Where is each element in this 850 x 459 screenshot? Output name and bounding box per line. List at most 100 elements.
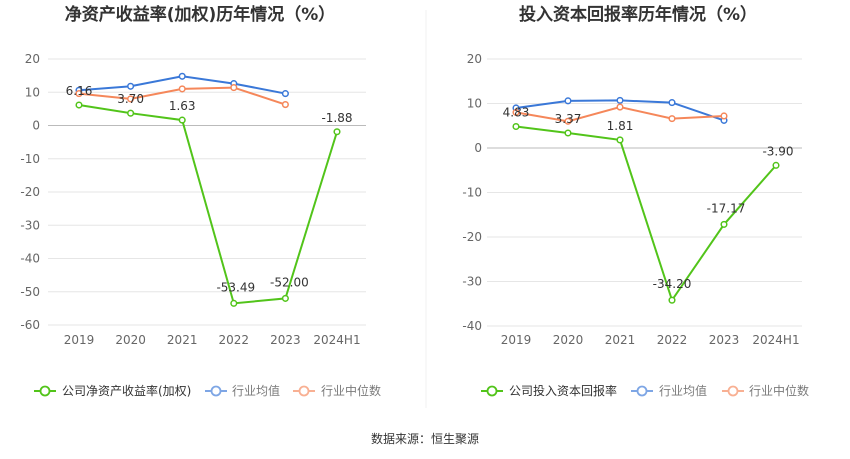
legend-item[interactable]: 行业均值 <box>631 383 707 398</box>
data-point <box>668 99 676 107</box>
legend-item[interactable]: 行业中位数 <box>722 383 809 398</box>
data-point <box>616 103 624 111</box>
y-tick-label: 10 <box>467 97 482 111</box>
y-tick-label: 0 <box>474 141 482 155</box>
data-label: 6.16 <box>66 84 93 98</box>
legend-item[interactable]: 行业中位数 <box>293 383 381 398</box>
data-point <box>230 84 238 92</box>
x-tick-label: 2021 <box>605 333 636 347</box>
plot-area <box>512 96 780 304</box>
data-point <box>668 115 676 123</box>
data-label: -52.00 <box>270 275 309 289</box>
data-label: -34.20 <box>653 277 692 291</box>
y-tick-label: -40 <box>462 319 482 333</box>
data-label: 4.83 <box>503 106 530 120</box>
data-label: 3.70 <box>117 92 144 106</box>
data-point <box>564 117 572 125</box>
data-point <box>668 296 676 304</box>
legend-label: 公司净资产收益率(加权) <box>62 383 191 398</box>
y-tick-label: -30 <box>20 218 40 232</box>
chart-title: 净资产收益率(加权)历年情况（%） <box>65 4 336 25</box>
legend-label: 行业中位数 <box>321 383 381 398</box>
data-label: -17.17 <box>707 201 746 215</box>
chart-roic: 投入资本回报率历年情况（%） 20 10 0 -10 -20 -30 -40 2019 202… <box>462 4 809 398</box>
series-line <box>78 104 338 305</box>
data-point <box>127 95 135 103</box>
data-point <box>772 161 780 169</box>
x-tick-label: 2021 <box>167 333 198 347</box>
data-point <box>333 128 341 136</box>
data-point <box>512 122 520 131</box>
data-labels: 4.83 3.37 1.81 -34.20 -17.17 -3.90 <box>503 106 794 292</box>
legend-marker <box>727 385 739 397</box>
data-point <box>75 90 83 98</box>
x-axis: 2019 2020 2021 2022 2023 2024H1 <box>64 333 361 347</box>
data-point <box>281 294 289 302</box>
data-point <box>564 97 572 105</box>
data-point <box>127 109 135 117</box>
data-label: 1.63 <box>169 99 196 113</box>
y-axis: 20 10 0 -10 -20 -30 -40 <box>462 52 482 333</box>
legend-item[interactable]: 公司投入资本回报率 <box>481 383 617 398</box>
data-point <box>178 116 186 124</box>
x-tick-label: 2020 <box>115 333 146 347</box>
y-tick-label: 0 <box>32 119 40 133</box>
data-point <box>512 108 520 116</box>
x-tick-label: 2019 <box>501 333 532 347</box>
chart-title: 投入资本回报率历年情况（%） <box>519 4 757 25</box>
data-point <box>720 112 728 120</box>
data-point <box>75 101 83 109</box>
legend-item[interactable]: 行业均值 <box>205 383 280 398</box>
data-point <box>281 90 289 98</box>
x-tick-label: 2024H1 <box>313 333 360 347</box>
data-point <box>178 85 186 93</box>
legend-marker <box>210 385 222 397</box>
data-label: -53.49 <box>216 280 255 294</box>
x-tick-label: 2019 <box>64 333 95 347</box>
legend-marker <box>636 385 648 397</box>
y-axis: 20 10 0 -10 -20 -30 -40 -50 -60 <box>20 52 40 332</box>
y-tick-label: -10 <box>462 186 482 200</box>
legend-label: 行业均值 <box>659 383 707 398</box>
y-tick-label: 20 <box>25 52 40 66</box>
x-tick-label: 2023 <box>270 333 301 347</box>
data-point <box>720 220 728 228</box>
source-note: 数据来源：恒生聚源 <box>371 431 479 446</box>
legend-marker <box>39 385 51 397</box>
x-tick-label: 2024H1 <box>752 333 799 347</box>
y-tick-label: -40 <box>20 252 40 266</box>
legend: 公司投入资本回报率 行业均值 行业中位数 <box>481 383 809 398</box>
data-point <box>178 72 186 80</box>
y-tick-label: -60 <box>20 318 40 332</box>
data-label: 3.37 <box>555 112 582 126</box>
y-tick-label: -30 <box>462 275 482 289</box>
legend-marker <box>486 385 498 397</box>
chart-roe: 净资产收益率(加权)历年情况（%） 20 10 0 -10 -20 -30 -40 -50 -6… <box>20 4 381 398</box>
x-axis: 2019 2020 2021 2022 2023 2024H1 <box>501 333 800 347</box>
legend-label: 公司投入资本回报率 <box>509 383 617 398</box>
data-labels: 6.16 3.70 1.63 -53.49 -52.00 -1.88 <box>66 84 353 294</box>
data-point <box>564 129 572 137</box>
plot-area <box>75 72 341 307</box>
data-point <box>616 136 624 144</box>
data-point <box>616 96 624 104</box>
grid <box>487 58 802 327</box>
grid <box>48 58 366 326</box>
y-tick-label: -10 <box>20 152 40 166</box>
legend: 公司净资产收益率(加权) 行业均值 行业中位数 <box>34 383 381 398</box>
data-label: 1.81 <box>607 119 634 133</box>
y-tick-label: 10 <box>25 85 40 99</box>
y-tick-label: -20 <box>20 185 40 199</box>
y-tick-label: 20 <box>467 52 482 66</box>
series-line <box>515 125 777 303</box>
data-label: -3.90 <box>762 144 793 158</box>
legend-marker <box>298 385 310 397</box>
data-point <box>281 101 289 109</box>
legend-item[interactable]: 公司净资产收益率(加权) <box>34 383 191 398</box>
legend-label: 行业中位数 <box>749 383 809 398</box>
x-tick-label: 2022 <box>657 333 688 347</box>
x-tick-label: 2022 <box>219 333 250 347</box>
data-point <box>230 299 238 307</box>
y-tick-label: -20 <box>462 230 482 244</box>
